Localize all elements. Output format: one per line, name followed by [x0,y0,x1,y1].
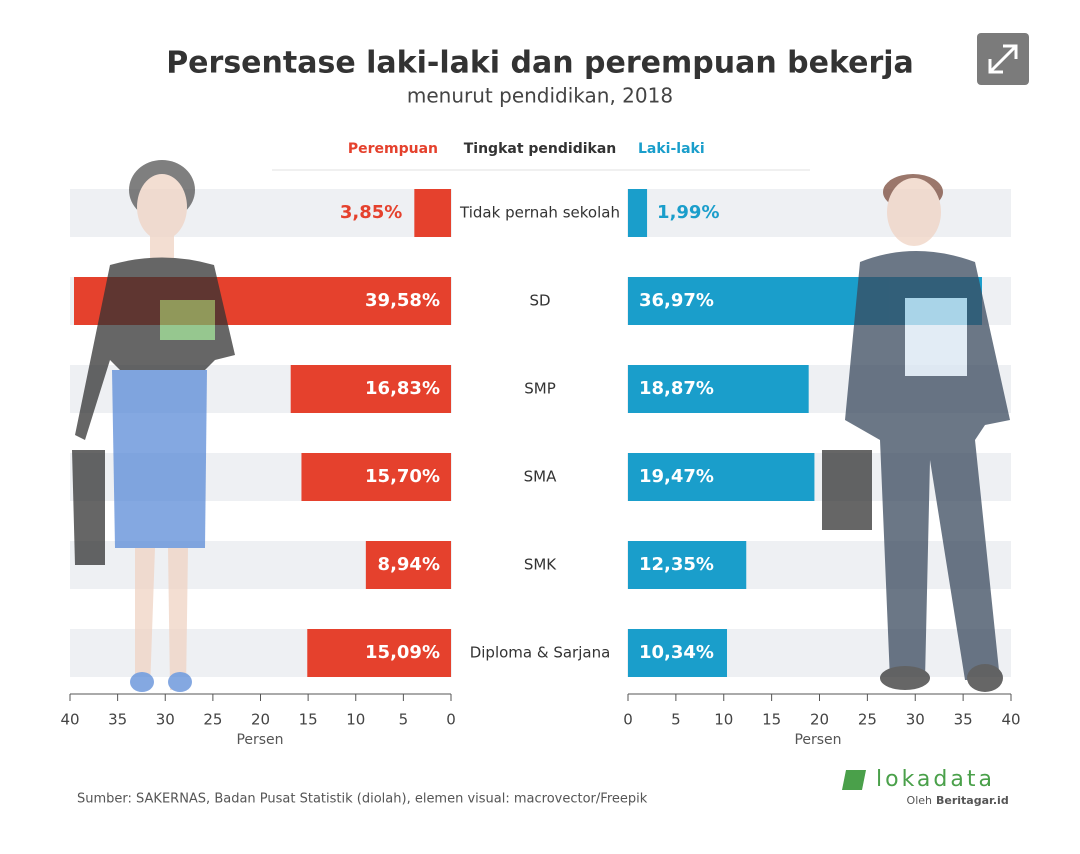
x-axis-title: Persen [794,732,841,748]
center-band [452,277,627,325]
bar [628,365,809,413]
value-label: 8,94% [378,554,440,575]
value-label: 15,70% [365,466,440,487]
center-band [452,453,627,501]
x-tick-label: 30 [906,711,925,729]
category-header: Tingkat pendidikan [464,141,617,157]
bar [365,541,451,589]
value-label: 3,85% [340,202,402,223]
bar [628,189,648,237]
value-label: 1,99% [657,202,719,223]
category-label: Diploma & Sarjana [470,644,611,662]
center-band [452,541,627,589]
x-tick-label: 35 [954,711,973,729]
byline-prefix: Oleh [907,794,932,807]
x-tick-label: 10 [346,711,365,729]
x-tick-label: 15 [762,711,781,729]
bar [628,629,728,677]
x-tick-label: 20 [810,711,829,729]
x-tick-label: 20 [251,711,270,729]
value-label: 36,97% [639,290,714,311]
brand-name: lokadata [876,767,995,792]
category-label: SMA [524,468,557,486]
value-label: 12,35% [639,554,714,575]
category-label: Tidak pernah sekolah [459,204,620,222]
category-label: SMP [524,380,556,398]
value-label: 18,87% [639,378,714,399]
center-band [452,365,627,413]
chart-title: Persentase laki-laki dan perempuan beker… [166,46,914,81]
bar [307,629,451,677]
x-tick-label: 5 [399,711,409,729]
x-axis-title: Persen [236,732,283,748]
legend-left: Perempuan [348,141,438,157]
x-tick-label: 0 [446,711,456,729]
x-tick-label: 15 [299,711,318,729]
x-tick-label: 40 [60,711,79,729]
category-label: SD [529,292,550,310]
center-band [452,629,627,677]
bar [301,453,451,501]
legend-right: Laki-laki [638,141,705,157]
category-label: SMK [524,556,557,574]
value-label: 15,09% [365,642,440,663]
x-tick-label: 0 [623,711,633,729]
value-label: 19,47% [639,466,714,487]
woman-figure [72,160,235,692]
bar [290,365,451,413]
center-band [452,189,627,237]
expand-button[interactable] [977,33,1029,85]
bar [628,541,747,589]
value-label: 16,83% [365,378,440,399]
man-figure [822,174,1010,692]
x-tick-label: 25 [858,711,877,729]
x-tick-label: 35 [108,711,127,729]
x-tick-label: 10 [714,711,733,729]
bar [628,453,815,501]
source-note: Sumber: SAKERNAS, Badan Pusat Statistik … [77,792,648,807]
x-tick-label: 25 [203,711,222,729]
value-label: 10,34% [639,642,714,663]
byline: Beritagar.id [936,794,1009,807]
bar [414,189,451,237]
x-tick-label: 5 [671,711,681,729]
x-tick-label: 30 [156,711,175,729]
brand-logo: lokadata Oleh Beritagar.id [842,767,1009,807]
chart-subtitle: menurut pendidikan, 2018 [407,84,673,108]
value-label: 39,58% [365,290,440,311]
x-tick-label: 40 [1001,711,1020,729]
